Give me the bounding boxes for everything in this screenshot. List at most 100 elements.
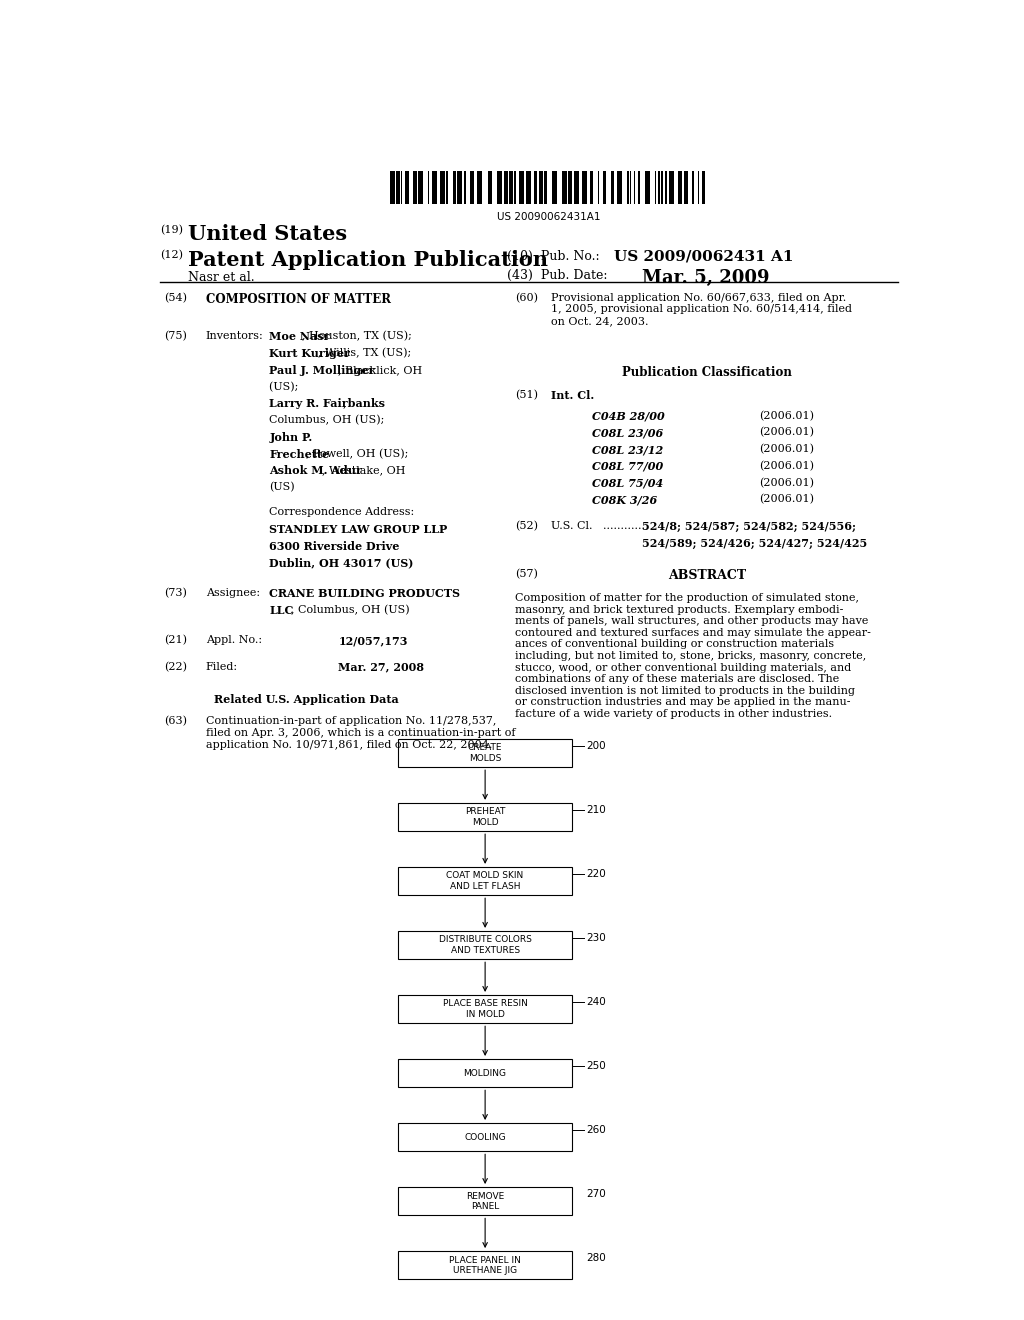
Bar [419, 170, 424, 205]
Text: COMPOSITION OF MATTER: COMPOSITION OF MATTER [206, 293, 391, 305]
Text: COOLING: COOLING [464, 1133, 506, 1142]
Text: 260: 260 [587, 1125, 606, 1135]
Bar [616, 170, 622, 205]
Text: (54): (54) [164, 293, 186, 302]
Bar [509, 170, 513, 205]
Text: Nasr et al.: Nasr et al. [187, 271, 254, 284]
Text: ............: ............ [602, 521, 644, 531]
Bar [397, 803, 572, 832]
Text: , Houston, TX (US);: , Houston, TX (US); [302, 331, 412, 342]
Text: (US): (US) [269, 482, 295, 492]
Text: CREATE
MOLDS: CREATE MOLDS [468, 743, 503, 763]
Text: 200: 200 [587, 741, 606, 751]
Text: , Powell, OH (US);: , Powell, OH (US); [306, 449, 408, 459]
Text: 12/057,173: 12/057,173 [338, 635, 408, 645]
Bar [678, 170, 682, 205]
Text: C08L 75/04: C08L 75/04 [592, 478, 664, 488]
Bar [431, 170, 436, 205]
Text: United States: United States [187, 224, 347, 244]
Text: (10)  Pub. No.:: (10) Pub. No.: [507, 249, 599, 263]
Text: C08K 3/26: C08K 3/26 [592, 494, 657, 506]
Text: (57): (57) [515, 569, 539, 579]
Bar [519, 170, 524, 205]
Text: MOLDING: MOLDING [464, 1069, 507, 1077]
Bar [669, 170, 674, 205]
Bar [397, 1251, 572, 1279]
Text: 210: 210 [587, 805, 606, 814]
Bar [453, 170, 456, 205]
Text: (73): (73) [164, 587, 186, 598]
Text: Appl. No.:: Appl. No.: [206, 635, 262, 645]
Text: C08L 77/00: C08L 77/00 [592, 461, 664, 471]
Bar [645, 170, 650, 205]
Text: ABSTRACT: ABSTRACT [669, 569, 746, 582]
Bar [583, 170, 588, 205]
Text: (2006.01): (2006.01) [759, 428, 814, 437]
Text: STANDLEY LAW GROUP LLP: STANDLEY LAW GROUP LLP [269, 524, 447, 535]
Text: Larry R. Fairbanks: Larry R. Fairbanks [269, 399, 385, 409]
Text: 524/8; 524/587; 524/582; 524/556;: 524/8; 524/587; 524/582; 524/556; [642, 521, 856, 532]
Text: 280: 280 [587, 1253, 606, 1263]
Text: (22): (22) [164, 661, 186, 672]
Bar [574, 170, 580, 205]
Text: , Westlake, OH: , Westlake, OH [322, 466, 406, 475]
Text: Paul J. Mollinger: Paul J. Mollinger [269, 364, 375, 376]
Bar [470, 170, 474, 205]
Text: US 20090062431A1: US 20090062431A1 [497, 213, 600, 222]
Text: (52): (52) [515, 521, 539, 532]
Text: ,: , [342, 399, 346, 408]
Bar [439, 170, 444, 205]
Text: (US);: (US); [269, 381, 302, 392]
Text: Ashok M. Adur: Ashok M. Adur [269, 466, 362, 477]
Text: (2006.01): (2006.01) [759, 444, 814, 454]
Bar [397, 1187, 572, 1216]
Text: (2006.01): (2006.01) [759, 494, 814, 504]
Text: Dublin, OH 43017 (US): Dublin, OH 43017 (US) [269, 557, 414, 569]
Bar [660, 170, 663, 205]
Bar [464, 170, 466, 205]
Bar [406, 170, 410, 205]
Text: REMOVE
PANEL: REMOVE PANEL [466, 1192, 504, 1210]
Text: (51): (51) [515, 391, 539, 400]
Bar [414, 170, 418, 205]
Bar [397, 995, 572, 1023]
Bar [540, 170, 543, 205]
Text: (2006.01): (2006.01) [759, 478, 814, 488]
Text: LLC: LLC [269, 605, 294, 615]
Text: PREHEAT
MOLD: PREHEAT MOLD [465, 808, 505, 826]
Text: COAT MOLD SKIN
AND LET FLASH: COAT MOLD SKIN AND LET FLASH [446, 871, 523, 891]
Text: Mar. 5, 2009: Mar. 5, 2009 [642, 269, 770, 288]
Bar [445, 170, 447, 205]
Bar [562, 170, 567, 205]
Bar [590, 170, 593, 205]
Text: PLACE PANEL IN
URETHANE JIG: PLACE PANEL IN URETHANE JIG [450, 1255, 521, 1275]
Text: Publication Classification: Publication Classification [623, 366, 793, 379]
Text: C08L 23/06: C08L 23/06 [592, 428, 664, 438]
Bar [390, 170, 395, 205]
Bar [568, 170, 572, 205]
Bar [397, 1123, 572, 1151]
Bar [692, 170, 694, 205]
Text: , Blacklick, OH: , Blacklick, OH [338, 364, 422, 375]
Text: 250: 250 [587, 1061, 606, 1071]
Bar [504, 170, 508, 205]
Text: 240: 240 [587, 997, 606, 1007]
Text: Int. Cl.: Int. Cl. [551, 391, 594, 401]
Bar [397, 867, 572, 895]
Text: (43)  Pub. Date:: (43) Pub. Date: [507, 269, 607, 282]
Bar [535, 170, 538, 205]
Text: (21): (21) [164, 635, 186, 645]
Text: (19): (19) [160, 224, 182, 235]
Text: 6300 Riverside Drive: 6300 Riverside Drive [269, 541, 399, 552]
Text: Mar. 27, 2008: Mar. 27, 2008 [338, 661, 424, 672]
Text: C04B 28/00: C04B 28/00 [592, 411, 665, 421]
Bar [638, 170, 640, 205]
Text: Kurt Kuriger: Kurt Kuriger [269, 348, 350, 359]
Text: 270: 270 [587, 1189, 606, 1199]
Text: Inventors:: Inventors: [206, 331, 263, 341]
Text: (2006.01): (2006.01) [759, 461, 814, 471]
Text: Frechette: Frechette [269, 449, 330, 459]
Text: Continuation-in-part of application No. 11/278,537,
filed on Apr. 3, 2006, which: Continuation-in-part of application No. … [206, 717, 515, 750]
Text: PLACE BASE RESIN
IN MOLD: PLACE BASE RESIN IN MOLD [442, 999, 527, 1019]
Bar [544, 170, 547, 205]
